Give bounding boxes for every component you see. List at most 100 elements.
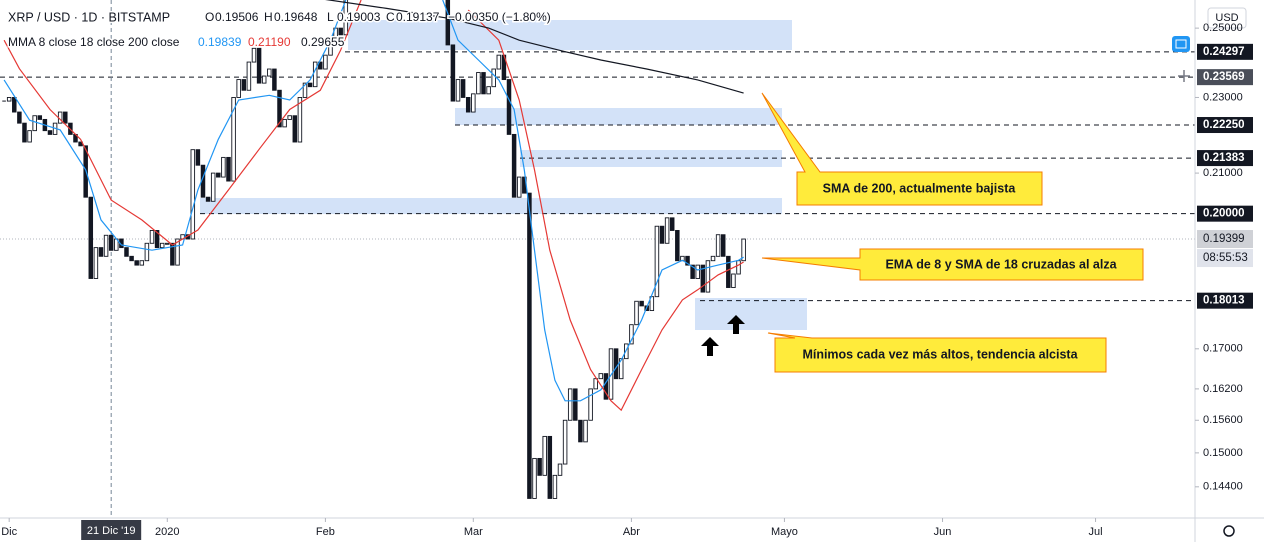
current-price-tag — [1197, 230, 1253, 249]
candle — [297, 97, 303, 143]
current-price-label: 0.19399 — [1203, 233, 1245, 245]
ohlc-value: 0.19648 — [274, 10, 318, 24]
currency-box[interactable] — [1207, 7, 1247, 29]
x-tick-label: Dic — [1, 526, 17, 538]
candle — [690, 264, 695, 279]
candle — [511, 133, 517, 198]
level-tag — [1197, 205, 1253, 222]
candle — [175, 238, 180, 266]
candle — [460, 79, 466, 98]
currency: USD — [1215, 12, 1238, 24]
candle — [639, 300, 644, 307]
level-tag — [1197, 150, 1253, 167]
candle — [22, 122, 27, 143]
candle — [583, 419, 588, 443]
candle — [6, 97, 12, 102]
candle — [12, 97, 17, 113]
candle — [695, 264, 700, 279]
crosshair-tag — [81, 520, 142, 540]
zone — [348, 20, 792, 50]
candle — [27, 130, 32, 143]
x-tick-label: Jul — [1089, 526, 1103, 538]
candle — [542, 435, 547, 476]
y-tick-label: 0.16200 — [1203, 383, 1243, 395]
candle — [476, 72, 481, 95]
y-tick-label: 0.14400 — [1203, 481, 1243, 493]
ma-line — [3, 0, 744, 402]
candle — [338, 27, 343, 36]
x-tick-label: Jun — [934, 526, 952, 538]
add-icon[interactable] — [1178, 70, 1190, 82]
callout — [767, 332, 1107, 373]
candle — [486, 86, 491, 95]
candle — [588, 388, 593, 421]
y-tick-label: 0.21000 — [1203, 167, 1243, 179]
candle — [124, 247, 129, 257]
candle — [129, 255, 134, 262]
candle — [47, 130, 53, 135]
candle — [277, 89, 282, 128]
ohlc-letter: L — [327, 10, 334, 24]
y-tick-label: 0.25000 — [1203, 22, 1243, 34]
candle — [705, 260, 711, 293]
candle — [221, 156, 226, 178]
y-tick-label: 0.15600 — [1203, 414, 1243, 426]
candle — [246, 61, 252, 91]
x-tick-label: 2020 — [155, 526, 179, 538]
indicator-value: 0.21190 — [248, 35, 291, 49]
ohlc-value: 0.19003 — [337, 10, 381, 24]
candle — [573, 388, 578, 421]
candle — [445, 0, 451, 46]
candle — [241, 79, 247, 91]
candle — [63, 111, 68, 124]
candle — [312, 61, 318, 88]
candle — [210, 172, 216, 202]
candle — [496, 54, 502, 70]
zone — [695, 298, 807, 330]
candle — [190, 149, 196, 240]
settings-icon-glyph — [1175, 39, 1187, 49]
candle — [32, 115, 37, 132]
y-tick-label: 0.15000 — [1203, 447, 1243, 459]
level-tag — [1197, 43, 1253, 60]
level-label: 0.21383 — [1203, 152, 1245, 164]
candle — [685, 255, 690, 266]
level-label: 0.23569 — [1203, 71, 1245, 83]
candle — [154, 230, 160, 249]
countdown: 08:55:53 — [1203, 252, 1248, 264]
candle — [598, 373, 604, 380]
candle — [205, 196, 211, 202]
callout-text: EMA de 8 y SMA de 18 cruzadas al alza — [885, 257, 1117, 271]
candle — [506, 79, 512, 135]
candle — [455, 79, 461, 102]
callout — [761, 92, 1043, 206]
candle — [134, 260, 139, 266]
settings-icon[interactable] — [1172, 36, 1190, 52]
candle — [552, 474, 558, 499]
candle — [149, 230, 155, 244]
candle — [170, 242, 175, 266]
candle — [88, 196, 94, 279]
candle — [726, 255, 731, 288]
level-tag — [1197, 69, 1253, 86]
gear-icon[interactable] — [1223, 525, 1235, 537]
x-tick-label: Abr — [623, 526, 640, 538]
candle — [318, 61, 323, 70]
candle — [527, 192, 532, 499]
candle — [659, 225, 665, 244]
candle — [450, 44, 456, 102]
candle — [37, 115, 43, 120]
level-tag — [1197, 117, 1253, 134]
y-tick-label: 0.17000 — [1203, 343, 1243, 355]
x-tick-label: Mayo — [771, 526, 798, 538]
candle — [323, 54, 328, 70]
candle — [613, 348, 619, 380]
candle — [471, 93, 476, 113]
candle — [593, 378, 598, 390]
candle — [282, 118, 287, 128]
change: −0.00350 (−1.80%) — [448, 10, 551, 24]
indicator-value: 0.29655 — [301, 35, 345, 49]
candle — [236, 79, 241, 98]
candle — [532, 457, 537, 499]
